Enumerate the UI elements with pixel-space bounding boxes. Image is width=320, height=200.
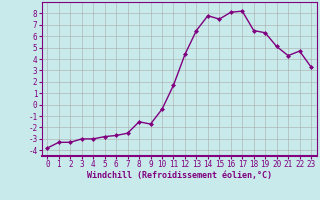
- X-axis label: Windchill (Refroidissement éolien,°C): Windchill (Refroidissement éolien,°C): [87, 171, 272, 180]
